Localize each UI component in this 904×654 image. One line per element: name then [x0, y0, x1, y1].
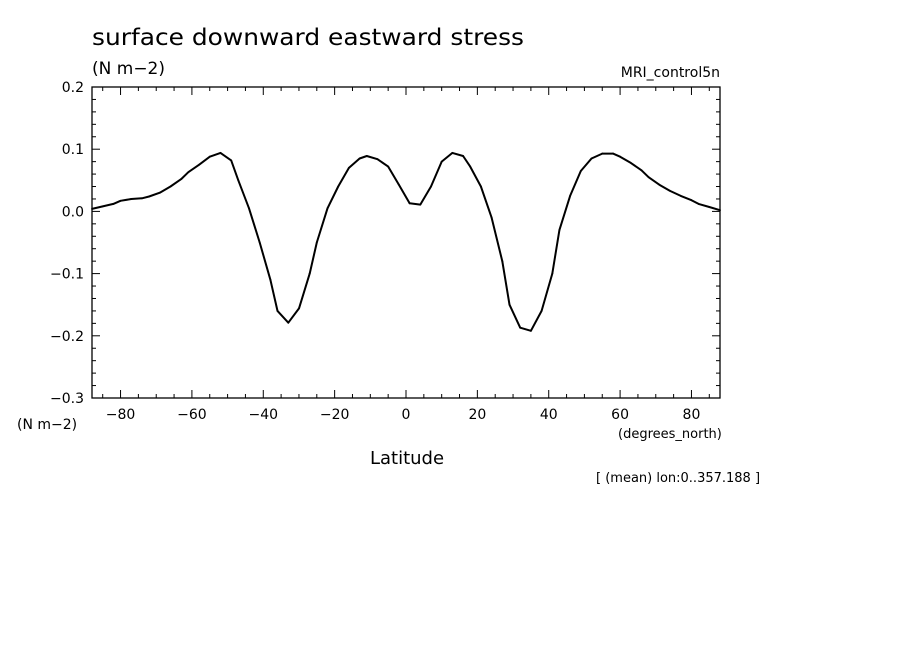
- x-axis-units: (degrees_north): [618, 427, 722, 442]
- data-point: [519, 326, 522, 329]
- data-point: [180, 178, 183, 180]
- data-point: [230, 159, 233, 162]
- data-point: [298, 307, 300, 310]
- data-point: [451, 152, 454, 154]
- data-point: [480, 185, 482, 188]
- data-point: [248, 207, 250, 210]
- data-point: [529, 329, 532, 332]
- data-point: [376, 158, 379, 161]
- run-label: MRI_control5n: [621, 65, 720, 81]
- data-point: [387, 165, 390, 168]
- data-point: [365, 155, 368, 157]
- data-point: [258, 241, 261, 244]
- y-tick-label: −0.3: [50, 391, 84, 407]
- data-point: [619, 155, 621, 158]
- y-tick-label: 0.0: [62, 204, 84, 220]
- y-tick-labels: 0.2 0.1 0.0 −0.1 −0.2 −0.3: [50, 80, 84, 407]
- data-point: [501, 260, 504, 263]
- data-point: [558, 229, 561, 231]
- data-point: [579, 170, 582, 172]
- data-point: [237, 179, 240, 182]
- x-tick-label: 0: [402, 407, 411, 423]
- data-point: [91, 208, 93, 210]
- x-tick-label: −60: [177, 407, 207, 423]
- data-point: [612, 152, 614, 155]
- data-point: [408, 202, 411, 205]
- data-point: [112, 203, 115, 205]
- data-point: [141, 197, 143, 200]
- x-tick-label: 80: [683, 407, 701, 423]
- y-tick-label: 0.2: [62, 80, 84, 96]
- data-point: [629, 161, 632, 164]
- y-tick-label: 0.1: [62, 142, 84, 158]
- data-point: [508, 303, 511, 306]
- y-tick-label: −0.2: [50, 329, 84, 345]
- x-tick-label: −80: [106, 407, 136, 423]
- data-point: [669, 189, 671, 192]
- data-point: [269, 278, 272, 281]
- data-point: [601, 152, 604, 155]
- axis-ticks: [92, 86, 720, 399]
- x-tick-label: 40: [540, 407, 558, 423]
- data-point: [326, 207, 329, 210]
- data-point: [708, 206, 711, 208]
- data-point: [590, 157, 593, 160]
- data-point: [101, 205, 104, 208]
- plot-area: [91, 86, 721, 399]
- data-point: [148, 195, 150, 198]
- data-point: [208, 155, 211, 158]
- data-point: [719, 209, 721, 212]
- data-point: [187, 171, 190, 174]
- data-point: [315, 241, 318, 244]
- x-tick-label: 60: [611, 407, 629, 423]
- data-point: [469, 165, 472, 168]
- data-point: [276, 310, 279, 312]
- data-point: [169, 185, 172, 188]
- data-point: [462, 155, 464, 157]
- data-point: [419, 203, 422, 206]
- data-point: [569, 194, 572, 197]
- data-point: [287, 321, 290, 324]
- data-point: [119, 199, 122, 202]
- data-point: [397, 183, 400, 186]
- data-point: [337, 185, 340, 188]
- data-point: [430, 185, 432, 188]
- data-point: [551, 272, 554, 275]
- x-axis-label: Latitude: [370, 448, 444, 469]
- data-point: [130, 198, 133, 200]
- data-point: [640, 169, 643, 172]
- data-point: [440, 160, 443, 163]
- y-axis-units: (N m−2): [17, 417, 77, 433]
- data-point: [540, 310, 543, 312]
- data-point: [219, 152, 222, 154]
- data-point: [697, 203, 700, 205]
- data-point: [308, 272, 311, 275]
- data-point: [647, 176, 650, 179]
- footnote: [ (mean) lon:0..357.188 ]: [596, 471, 760, 486]
- x-tick-label: −20: [320, 407, 350, 423]
- data-point: [348, 166, 350, 169]
- data-point: [198, 163, 200, 166]
- x-tick-label: −40: [248, 407, 278, 423]
- data-point: [658, 183, 661, 186]
- data-point: [158, 191, 161, 194]
- plot-frame: [91, 86, 721, 399]
- x-tick-label: 20: [468, 407, 486, 423]
- data-point: [358, 157, 361, 160]
- x-tick-labels: −80 −60 −40 −20 0 20 40 60 80: [106, 407, 701, 423]
- data-point: [490, 216, 493, 219]
- y-tick-label: −0.1: [50, 267, 84, 283]
- series-line-0: [91, 151, 721, 332]
- data-point: [679, 194, 682, 197]
- data-point: [690, 199, 693, 202]
- chart-title: surface downward eastward stress: [92, 25, 524, 51]
- chart-subtitle-units: (N m−2): [92, 59, 165, 79]
